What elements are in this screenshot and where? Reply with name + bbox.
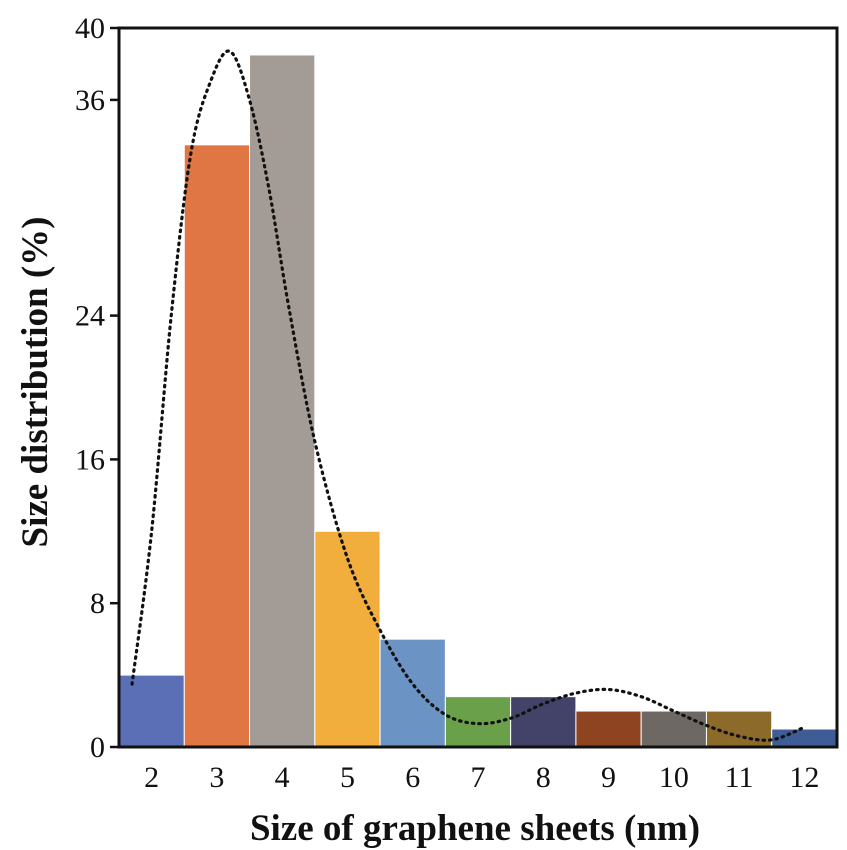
x-tick-label-11: 11 [725,761,754,794]
fit-curve [130,49,806,742]
bar-3 [183,144,251,748]
bar-2 [118,674,185,748]
y-tick-label-40: 40 [75,12,105,45]
x-tick-label-5: 5 [340,761,355,794]
y-tick-label-8: 8 [90,587,105,620]
x-tick-label-3: 3 [209,761,224,794]
y-tick-label-0: 0 [90,731,105,764]
x-tick-label-10: 10 [659,761,689,794]
y-axis-ticks: 0 8 16 24 36 40 [75,12,119,764]
bar-10 [640,710,707,748]
y-axis-title: Size distribution (%) [15,217,56,548]
x-tick-label-12: 12 [789,761,819,794]
x-axis-ticks: 2 3 4 5 6 7 8 9 10 11 12 [144,761,819,794]
x-axis-title: Size of graphene sheets (nm) [250,808,700,849]
bar-9 [575,710,642,748]
x-tick-label-6: 6 [405,761,420,794]
bar-4 [249,54,316,748]
x-tick-label-8: 8 [536,761,551,794]
plot-frame [117,26,839,749]
y-tick-label-24: 24 [75,300,105,333]
x-tick-label-7: 7 [471,761,486,794]
bar-6 [379,638,446,748]
x-tick-label-9: 9 [601,761,616,794]
bar-11 [705,710,773,748]
y-tick-label-16: 16 [75,443,105,476]
y-tick-label-36: 36 [75,84,105,117]
x-tick-label-4: 4 [275,761,290,794]
bars-group [118,54,838,748]
bar-5 [314,530,381,748]
x-tick-label-2: 2 [144,761,159,794]
